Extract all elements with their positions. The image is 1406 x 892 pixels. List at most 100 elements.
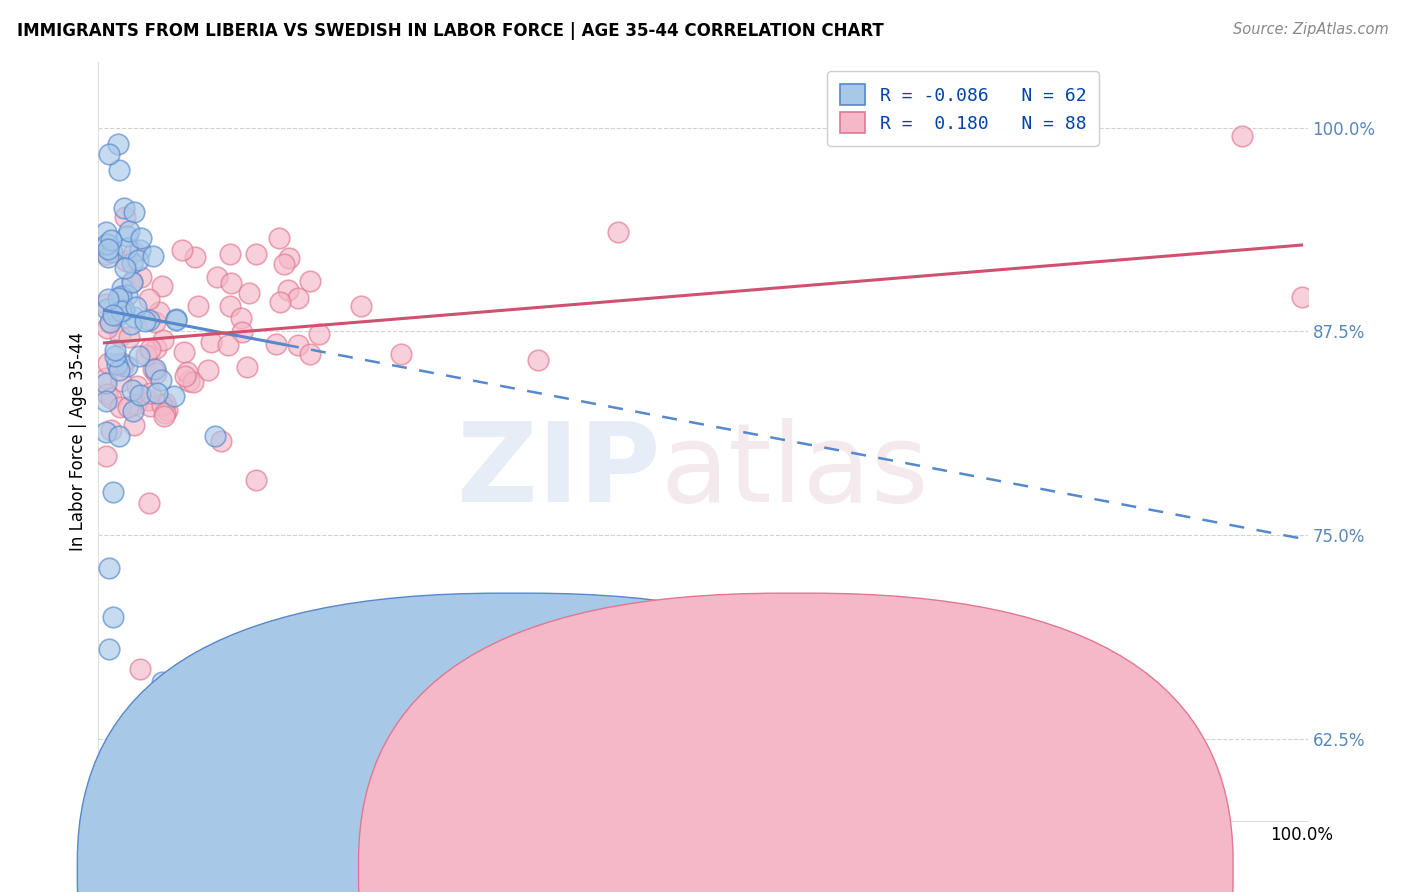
Point (150, 279, 173, 293)
Point (101, 485, 124, 500)
Point (121, 256, 143, 270)
Point (200, 335, 222, 350)
Point (104, 343, 127, 357)
Point (97, 242, 120, 256)
Point (143, 315, 166, 329)
Point (101, 245, 124, 260)
Point (115, 288, 138, 302)
Point (100, 391, 122, 405)
Point (139, 386, 162, 401)
Point (121, 276, 143, 290)
Point (236, 359, 259, 374)
Point (108, 163, 131, 178)
Point (107, 136, 129, 151)
Point (129, 243, 152, 257)
Point (110, 374, 132, 388)
Point (323, 715, 346, 730)
Point (125, 300, 148, 314)
Point (153, 409, 176, 424)
Point (153, 396, 176, 410)
Point (298, 275, 321, 289)
Point (112, 202, 135, 216)
Legend: R = -0.086   N = 62, R =  0.180   N = 88: R = -0.086 N = 62, R = 0.180 N = 88 (827, 71, 1099, 145)
Point (125, 396, 148, 410)
Point (152, 333, 174, 347)
Point (350, 299, 373, 313)
Point (96, 237, 118, 252)
Y-axis label: In Labor Force | Age 35-44: In Labor Force | Age 35-44 (69, 332, 87, 551)
Text: IMMIGRANTS FROM LIBERIA VS SWEDISH IN LABOR FORCE | AGE 35-44 CORRELATION CHART: IMMIGRANTS FROM LIBERIA VS SWEDISH IN LA… (17, 22, 883, 40)
Point (94, 225, 117, 239)
Point (118, 224, 141, 238)
Point (111, 281, 134, 295)
Point (264, 336, 287, 351)
Point (117, 359, 139, 374)
Point (112, 303, 135, 318)
Point (207, 270, 229, 285)
Point (105, 357, 128, 371)
Point (145, 366, 167, 380)
Point (148, 305, 170, 319)
Point (204, 428, 226, 442)
Point (176, 365, 198, 379)
Point (138, 312, 160, 326)
Point (299, 347, 322, 361)
Point (389, 347, 412, 361)
Point (231, 325, 253, 339)
Point (97, 250, 120, 264)
Point (184, 250, 207, 264)
Point (187, 300, 209, 314)
Point (153, 406, 176, 420)
Point (273, 257, 295, 271)
Point (181, 376, 204, 390)
Point (219, 247, 242, 261)
Point (219, 276, 242, 290)
Point (177, 374, 200, 388)
Point (96, 301, 118, 316)
Point (98, 315, 121, 329)
Point (94, 449, 117, 463)
Point (287, 291, 309, 305)
Point (96, 321, 118, 335)
Text: Immigrants from Liberia: Immigrants from Liberia (534, 861, 735, 879)
Point (229, 311, 252, 326)
Point (129, 662, 152, 676)
Point (135, 348, 157, 362)
Point (134, 313, 156, 327)
Point (607, 225, 630, 239)
Point (107, 308, 129, 322)
Point (173, 369, 195, 384)
Point (127, 253, 149, 268)
Point (97, 292, 120, 306)
Point (121, 404, 143, 418)
Point (101, 308, 124, 322)
Point (107, 291, 129, 305)
Point (242, 748, 264, 763)
Point (392, 715, 415, 730)
Point (138, 293, 160, 307)
Point (150, 398, 173, 412)
Point (211, 434, 233, 449)
Point (170, 243, 193, 257)
Text: ZIP: ZIP (457, 418, 661, 525)
Point (94, 297, 117, 311)
Point (245, 246, 267, 260)
Point (98, 642, 121, 657)
Point (114, 253, 136, 268)
Point (97, 561, 120, 575)
Point (129, 231, 152, 245)
Point (121, 384, 143, 398)
Point (108, 428, 131, 442)
Point (163, 388, 186, 402)
Point (142, 362, 165, 376)
Point (308, 326, 330, 341)
Point (94, 394, 117, 409)
Point (269, 231, 291, 245)
Point (96, 387, 118, 401)
Point (245, 474, 267, 488)
Point (269, 295, 291, 310)
Point (100, 233, 122, 247)
Point (1291, 290, 1313, 304)
Point (114, 261, 136, 276)
Point (118, 330, 141, 344)
